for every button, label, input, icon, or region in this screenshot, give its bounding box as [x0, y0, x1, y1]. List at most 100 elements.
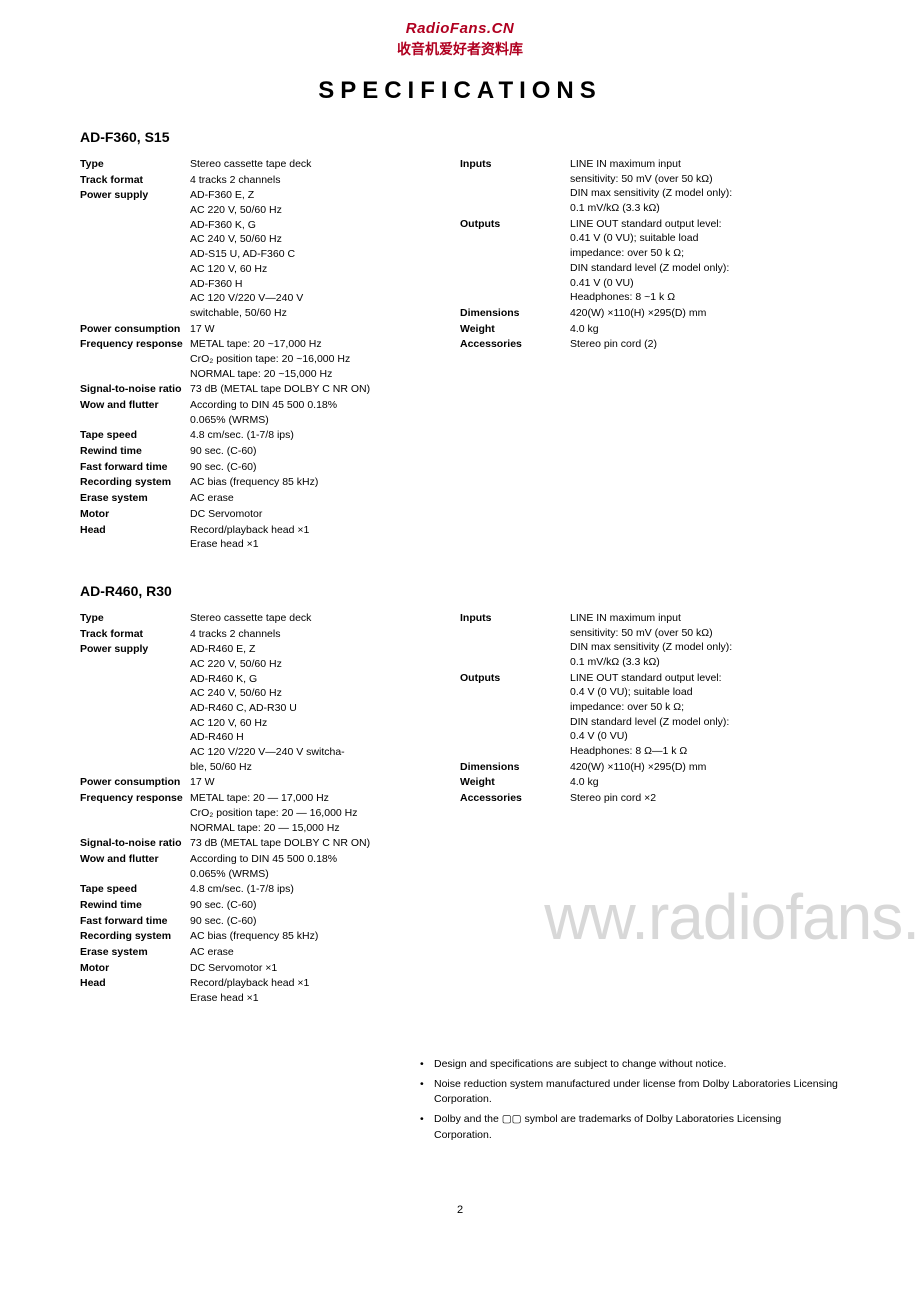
footnotes: Design and specifications are subject to…: [420, 1057, 840, 1144]
model1-left-value: 73 dB (METAL tape DOLBY C NR ON): [190, 382, 430, 397]
model1-left-value: 17 W: [190, 322, 430, 337]
model1-left-value: AC erase: [190, 491, 430, 506]
model2-left-row: Power consumption17 W: [80, 775, 430, 790]
model1-left-value: DC Servomotor: [190, 507, 430, 522]
model1-heading: AD-F360, S15: [80, 129, 840, 145]
model1-left-row: Signal-to-noise ratio73 dB (METAL tape D…: [80, 382, 430, 397]
model2-right-row: AccessoriesStereo pin cord ×2: [460, 791, 840, 806]
model2-right-label: Outputs: [460, 671, 570, 759]
model2-left-value: AC bias (frequency 85 kHz): [190, 929, 430, 944]
model1-left-value: AC bias (frequency 85 kHz): [190, 475, 430, 490]
model2-right-row: InputsLINE IN maximum inputsensitivity: …: [460, 611, 840, 670]
model2-left-row: Tape speed4.8 cm/sec. (1-7/8 ips): [80, 882, 430, 897]
model2-left-row: Rewind time90 sec. (C-60): [80, 898, 430, 913]
model1-right-value: LINE IN maximum inputsensitivity: 50 mV …: [570, 157, 840, 216]
model2-left-value: Stereo cassette tape deck: [190, 611, 430, 626]
model2-left-label: Rewind time: [80, 898, 190, 913]
model1-left-label: Motor: [80, 507, 190, 522]
model1-right-label: Weight: [460, 322, 570, 337]
model1-left-label: Track format: [80, 173, 190, 188]
model2-left-value: DC Servomotor ×1: [190, 961, 430, 976]
model1-left-row: Track format4 tracks 2 channels: [80, 173, 430, 188]
model1-left-label: Head: [80, 523, 190, 552]
model2-right-label: Weight: [460, 775, 570, 790]
model1-left-row: Wow and flutterAccording to DIN 45 500 0…: [80, 398, 430, 427]
model2-left-label: Type: [80, 611, 190, 626]
model2-left-label: Erase system: [80, 945, 190, 960]
footnote-item: Noise reduction system manufactured unde…: [420, 1077, 840, 1109]
model1-right-value: LINE OUT standard output level:0.41 V (0…: [570, 217, 840, 305]
model1-right-label: Outputs: [460, 217, 570, 305]
model1-left-label: Power supply: [80, 188, 190, 320]
model1-left-label: Tape speed: [80, 428, 190, 443]
model1-specs: TypeStereo cassette tape deckTrack forma…: [80, 157, 840, 553]
model1-right-value: 4.0 kg: [570, 322, 840, 337]
model2-left-value: 4.8 cm/sec. (1-7/8 ips): [190, 882, 430, 897]
model1-left-row: HeadRecord/playback head ×1Erase head ×1: [80, 523, 430, 552]
model1-left-row: Tape speed4.8 cm/sec. (1-7/8 ips): [80, 428, 430, 443]
model2-left-label: Tape speed: [80, 882, 190, 897]
model2-left-label: Power supply: [80, 642, 190, 774]
model2-right-row: Dimensions 420(W) ×110(H) ×295(D) mm: [460, 760, 840, 775]
model1-left-value: Stereo cassette tape deck: [190, 157, 430, 172]
model2-right-value: 4.0 kg: [570, 775, 840, 790]
model1-right-row: InputsLINE IN maximum inputsensitivity: …: [460, 157, 840, 216]
model2-left-row: MotorDC Servomotor ×1: [80, 961, 430, 976]
model2-left-value: METAL tape: 20 — 17,000 HzCrO₂ position …: [190, 791, 430, 835]
model2-left-value: 17 W: [190, 775, 430, 790]
model1-left-label: Signal-to-noise ratio: [80, 382, 190, 397]
model1-left-label: Fast forward time: [80, 460, 190, 475]
model2-heading: AD-R460, R30: [80, 583, 840, 599]
page-number: 2: [80, 1204, 840, 1216]
model2-left-label: Signal-to-noise ratio: [80, 836, 190, 851]
model1-right-row: AccessoriesStereo pin cord (2): [460, 337, 840, 352]
model2-left-row: HeadRecord/playback head ×1Erase head ×1: [80, 976, 430, 1005]
model2-left-label: Frequency response: [80, 791, 190, 835]
site-title: RadioFans.CN: [80, 20, 840, 37]
model2-left-label: Motor: [80, 961, 190, 976]
page: RadioFans.CN 收音机爱好者资料库 SPECIFICATIONS AD…: [0, 0, 920, 1256]
model2-left-col: TypeStereo cassette tape deckTrack forma…: [80, 611, 430, 1007]
model1-left-label: Frequency response: [80, 337, 190, 381]
model1-left-row: Fast forward time90 sec. (C-60): [80, 460, 430, 475]
model2-left-value: AD-R460 E, ZAC 220 V, 50/60 HzAD-R460 K,…: [190, 642, 430, 774]
model2-right-row: OutputsLINE OUT standard output level:0.…: [460, 671, 840, 759]
model1-right-col: InputsLINE IN maximum inputsensitivity: …: [460, 157, 840, 553]
model1-left-label: Erase system: [80, 491, 190, 506]
model1-left-label: Type: [80, 157, 190, 172]
model2-right-value: 420(W) ×110(H) ×295(D) mm: [570, 760, 840, 775]
model2-left-label: Head: [80, 976, 190, 1005]
model1-left-col: TypeStereo cassette tape deckTrack forma…: [80, 157, 430, 553]
model2-left-value: Record/playback head ×1Erase head ×1: [190, 976, 430, 1005]
model1-left-value: 4.8 cm/sec. (1-7/8 ips): [190, 428, 430, 443]
model1-right-row: Dimensions420(W) ×110(H) ×295(D) mm: [460, 306, 840, 321]
model2-left-row: Track format4 tracks 2 channels: [80, 627, 430, 642]
model2-left-row: Erase systemAC erase: [80, 945, 430, 960]
model1-right-row: OutputsLINE OUT standard output level:0.…: [460, 217, 840, 305]
model2-left-row: Fast forward time90 sec. (C-60): [80, 914, 430, 929]
model1-left-label: Recording system: [80, 475, 190, 490]
model2-left-value: AC erase: [190, 945, 430, 960]
model2-right-row: Weight4.0 kg: [460, 775, 840, 790]
model1-left-value: 4 tracks 2 channels: [190, 173, 430, 188]
model1-left-row: Rewind time90 sec. (C-60): [80, 444, 430, 459]
model1-right-label: Accessories: [460, 337, 570, 352]
model1-right-value: 420(W) ×110(H) ×295(D) mm: [570, 306, 840, 321]
model1-left-value: AD-F360 E, ZAC 220 V, 50/60 HzAD-F360 K,…: [190, 188, 430, 320]
model2-left-value: 90 sec. (C-60): [190, 898, 430, 913]
model2-right-label: Accessories: [460, 791, 570, 806]
model1-left-row: Power consumption17 W: [80, 322, 430, 337]
model2-left-row: Signal-to-noise ratio73 dB (METAL tape D…: [80, 836, 430, 851]
model2-left-value: 4 tracks 2 channels: [190, 627, 430, 642]
model1-right-row: Weight4.0 kg: [460, 322, 840, 337]
model2-left-row: Frequency responseMETAL tape: 20 — 17,00…: [80, 791, 430, 835]
model2-left-value: 90 sec. (C-60): [190, 914, 430, 929]
footnote-item: Design and specifications are subject to…: [420, 1057, 840, 1073]
model2-right-value: LINE IN maximum inputsensitivity: 50 mV …: [570, 611, 840, 670]
model1-left-label: Power consumption: [80, 322, 190, 337]
model2-left-row: Wow and flutterAccording to DIN 45 500 0…: [80, 852, 430, 881]
model1-left-value: Record/playback head ×1Erase head ×1: [190, 523, 430, 552]
model1-left-label: Wow and flutter: [80, 398, 190, 427]
model2-left-value: According to DIN 45 500 0.18%0.065% (WRM…: [190, 852, 430, 881]
footnote-item: Dolby and the ▢▢ symbol are trademarks o…: [420, 1112, 840, 1144]
